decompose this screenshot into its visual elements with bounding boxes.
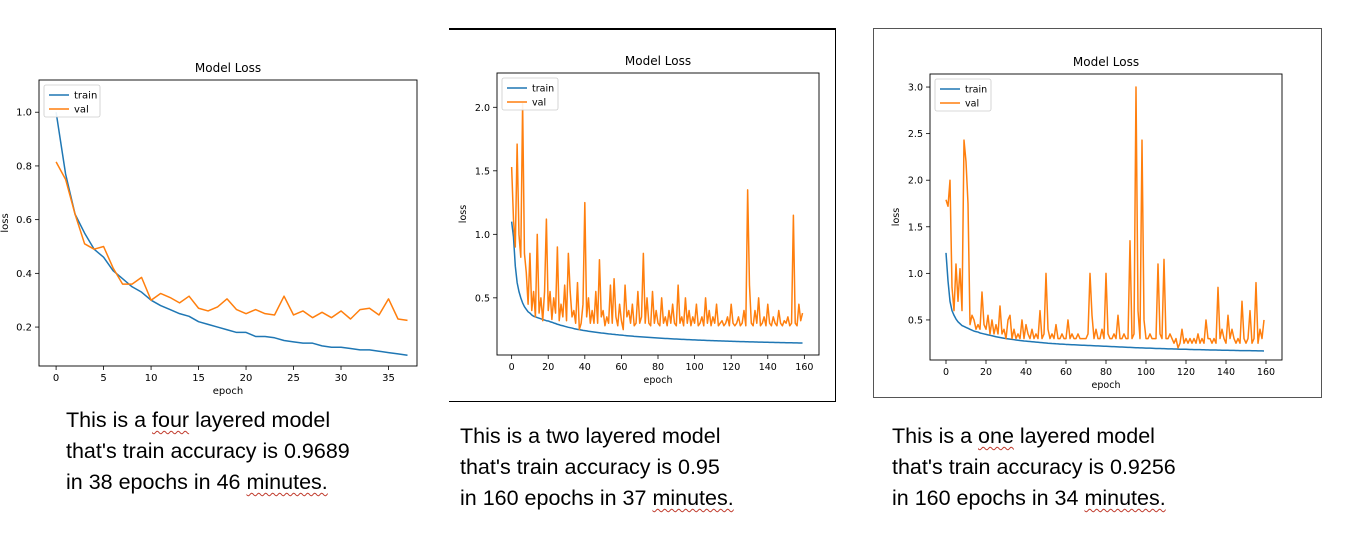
- x-tick-label: 60: [1060, 367, 1072, 378]
- chart-title: Model Loss: [195, 61, 261, 75]
- x-tick-label: 15: [192, 373, 205, 384]
- x-tick-label: 40: [579, 362, 591, 373]
- y-tick-label: 1.0: [16, 108, 32, 119]
- caption-line: This is a four layered model: [66, 408, 331, 432]
- x-tick-label: 100: [686, 362, 704, 373]
- x-tick-label: 35: [382, 373, 395, 384]
- x-tick-label: 140: [759, 362, 777, 373]
- x-axis-label: epoch: [1092, 380, 1121, 391]
- x-tick-label: 120: [1177, 367, 1195, 378]
- y-tick-label: 2.5: [908, 129, 923, 140]
- x-tick-label: 5: [100, 373, 106, 384]
- series-line-val: [945, 86, 1265, 349]
- chart-title: Model Loss: [1073, 55, 1139, 69]
- legend-label-train: train: [965, 85, 987, 96]
- y-tick-label: 3.0: [908, 83, 923, 94]
- x-tick-label: 40: [1020, 367, 1032, 378]
- caption-line: that's train accuracy is 0.95: [460, 455, 720, 479]
- y-axis-label: loss: [0, 213, 11, 232]
- y-tick-label: 1.5: [475, 166, 490, 177]
- chart-title: Model Loss: [625, 54, 691, 68]
- series-line-train: [55, 112, 408, 357]
- legend-label-val: val: [532, 98, 546, 109]
- series-line-train: [945, 252, 1265, 352]
- x-tick-label: 20: [240, 373, 253, 384]
- caption-four-layer: This is a four layered model that's trai…: [66, 405, 350, 498]
- y-axis-label: loss: [458, 205, 469, 223]
- caption-line: that's train accuracy is 0.9689: [66, 439, 350, 463]
- caption-line: in 160 epochs in 34 minutes.: [892, 486, 1166, 510]
- series-line-val: [55, 161, 408, 322]
- x-tick-label: 80: [652, 362, 664, 373]
- x-tick-label: 120: [722, 362, 740, 373]
- y-tick-label: 0.8: [16, 161, 32, 172]
- caption-line: in 38 epochs in 46 minutes.: [66, 470, 328, 494]
- loss-chart-two-layer: Model Loss 0 20 40 60 80 100 120 140 160 0.5 1.0 1.5…: [458, 54, 820, 386]
- chart-panel-one-layer: Model Loss 0 20 40 60 80 100 120 140 160 0.5 1.0 1.5…: [873, 28, 1322, 398]
- legend-label-val: val: [965, 99, 979, 110]
- x-tick-label: 30: [335, 373, 348, 384]
- x-tick-label: 80: [1100, 367, 1112, 378]
- x-tick-label: 160: [795, 362, 813, 373]
- legend-label-train: train: [74, 91, 97, 102]
- x-tick-label: 20: [980, 367, 992, 378]
- x-tick-label: 20: [542, 362, 554, 373]
- y-tick-label: 1.0: [908, 269, 923, 280]
- loss-chart-four-layer: Model Loss 0 5 10 15 20 25 30 35 0.2 0.4 0.6 0.8 1.0 e…: [0, 61, 418, 397]
- y-tick-label: 0.5: [475, 293, 490, 304]
- y-tick-label: 2.0: [475, 103, 490, 114]
- y-tick-label: 0.6: [16, 215, 32, 226]
- y-tick-label: 0.5: [908, 315, 923, 326]
- caption-one-layer: This is a one layered model that's train…: [892, 421, 1176, 514]
- caption-line: in 160 epochs in 37 minutes.: [460, 486, 734, 510]
- legend-label-train: train: [532, 84, 554, 95]
- legend-label-val: val: [74, 105, 89, 116]
- caption-two-layer: This is a two layered model that's train…: [460, 421, 734, 514]
- x-tick-label: 140: [1217, 367, 1235, 378]
- x-axis-label: epoch: [213, 386, 243, 397]
- x-tick-label: 160: [1257, 367, 1275, 378]
- caption-line: This is a one layered model: [892, 424, 1155, 448]
- chart-panel-four-layer: Model Loss 0 5 10 15 20 25 30 35 0.2 0.4 0.6 0.8 1.0 e…: [0, 50, 420, 398]
- series-line-val: [510, 102, 804, 331]
- x-tick-label: 0: [943, 367, 949, 378]
- loss-chart-one-layer: Model Loss 0 20 40 60 80 100 120 140 160 0.5 1.0 1.5…: [891, 55, 1283, 391]
- x-tick-label: 0: [53, 373, 59, 384]
- y-axis-label: loss: [891, 208, 902, 226]
- x-tick-label: 0: [509, 362, 515, 373]
- x-tick-label: 25: [287, 373, 300, 384]
- plot-frame: [496, 72, 820, 356]
- x-tick-label: 100: [1137, 367, 1155, 378]
- chart-panel-two-layer: Model Loss 0 20 40 60 80 100 120 140 160 0.5 1.0 1.5…: [449, 28, 836, 402]
- caption-line: This is a two layered model: [460, 424, 721, 448]
- y-tick-label: 0.2: [16, 323, 32, 334]
- x-tick-label: 60: [615, 362, 627, 373]
- x-axis-label: epoch: [644, 375, 673, 386]
- x-tick-label: 10: [145, 373, 158, 384]
- caption-line: that's train accuracy is 0.9256: [892, 455, 1176, 479]
- series-line-train: [510, 221, 803, 344]
- y-tick-label: 2.0: [908, 176, 923, 187]
- y-tick-label: 1.0: [475, 230, 490, 241]
- y-tick-label: 0.4: [16, 269, 32, 280]
- y-tick-label: 1.5: [908, 222, 923, 233]
- plot-frame: [38, 79, 418, 367]
